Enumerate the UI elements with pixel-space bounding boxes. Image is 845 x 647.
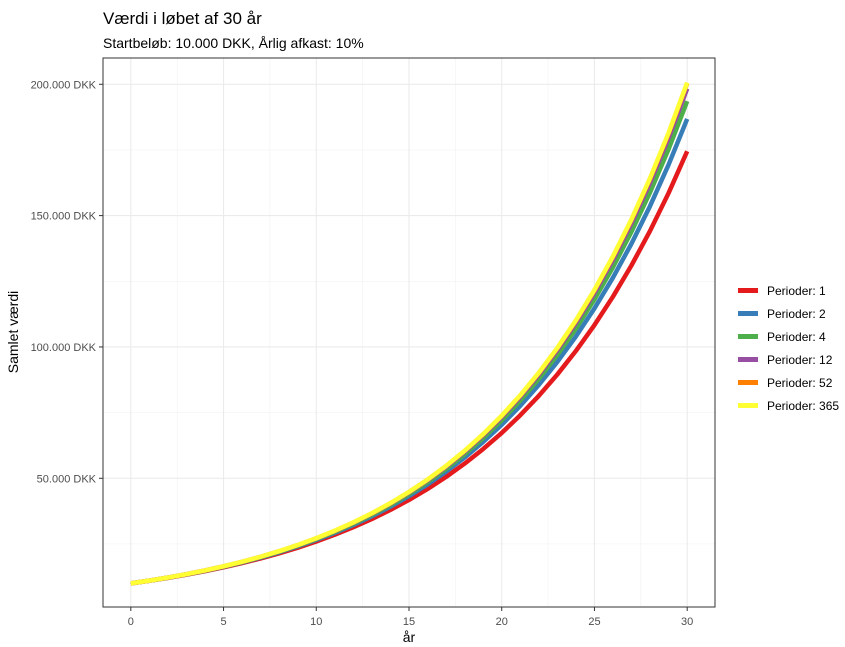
x-tick-label: 30 [681, 616, 693, 628]
legend-key [738, 311, 758, 316]
legend-item: Perioder: 1 [738, 279, 839, 302]
legend-label: Perioder: 52 [767, 375, 833, 390]
y-tick-label: 100.000 DKK [31, 342, 97, 354]
legend-label: Perioder: 365 [767, 398, 840, 413]
x-tick-label: 10 [310, 616, 322, 628]
x-axis-label: år [403, 629, 416, 645]
legend-item: Perioder: 365 [738, 394, 839, 417]
legend-key [738, 334, 758, 339]
legend-key [738, 380, 758, 385]
x-tick-label: 15 [403, 616, 415, 628]
chart-subtitle: Startbeløb: 10.000 DKK, Årlig afkast: 10… [103, 35, 364, 51]
major-gridlines [103, 58, 715, 607]
y-tick-label: 50.000 DKK [37, 473, 97, 485]
legend-item: Perioder: 52 [738, 371, 839, 394]
legend: Perioder: 1 Perioder: 2 Perioder: 4 Periode… [738, 279, 839, 417]
x-tick-label: 20 [496, 616, 508, 628]
x-axis: 0 5 10 15 20 25 30 [128, 607, 693, 628]
y-tick-label: 200.000 DKK [31, 79, 97, 91]
legend-key [738, 357, 758, 362]
legend-key [738, 288, 758, 293]
y-axis-label: Samlet værdi [5, 291, 21, 373]
legend-item: Perioder: 12 [738, 348, 839, 371]
x-tick-label: 25 [588, 616, 600, 628]
legend-label: Perioder: 4 [767, 329, 826, 344]
legend-item: Perioder: 2 [738, 302, 839, 325]
legend-label: Perioder: 2 [767, 306, 826, 321]
legend-label: Perioder: 12 [767, 352, 833, 367]
legend-label: Perioder: 1 [767, 283, 826, 298]
x-tick-label: 5 [220, 616, 226, 628]
series-line-5 [130, 81, 690, 586]
legend-item: Perioder: 4 [738, 325, 839, 348]
y-axis: 50.000 DKK 100.000 DKK 150.000 DKK 200.000 … [31, 79, 103, 485]
chart-title: Værdi i løbet af 30 år [103, 9, 262, 28]
x-tick-label: 0 [128, 616, 134, 628]
y-tick-label: 150.000 DKK [31, 211, 97, 223]
series-lines [130, 81, 690, 586]
legend-key [738, 403, 758, 408]
